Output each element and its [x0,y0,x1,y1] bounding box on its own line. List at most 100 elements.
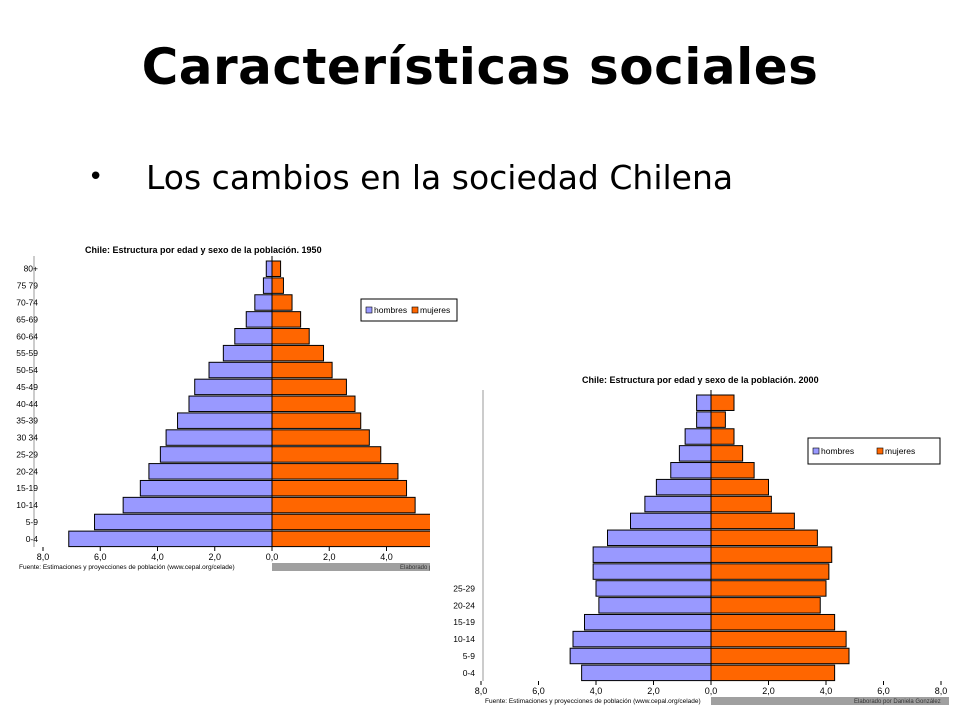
x-tick-label: 6,0 [877,686,890,696]
x-tick-label: 8,0 [37,552,50,562]
bar-hombres-25-29 [595,580,712,597]
bar-mujeres-75-79 [271,277,284,294]
bar-mujeres-30-34 [710,563,830,580]
age-label: 20-24 [16,466,38,476]
age-label: 35-39 [16,416,38,426]
age-label: 70-74 [16,298,38,308]
legend-swatch-mujeres [411,306,419,314]
bar-hombres-20-24 [598,597,712,614]
credit-note-2000: Elaborado por Daniela González [854,699,941,705]
bullet-item: • Los cambios en la sociedad Chilena [88,158,733,197]
source-note-2000: Fuente: Estimaciones y proyecciones de p… [485,698,701,705]
slide-title: Características sociales [141,38,819,96]
bar-hombres-35-39 [592,546,712,563]
age-label: 45-49 [16,382,38,392]
bar-hombres-80+ [696,394,712,411]
x-tick-label: 4,0 [380,552,393,562]
legend-label-mujeres: mujeres [885,446,915,456]
bar-mujeres-5-9 [271,513,448,531]
bar-mujeres-15-19 [710,613,836,631]
bar-mujeres-5-9 [710,647,850,665]
age-label: 75 79 [17,281,39,291]
bar-mujeres-15-19 [271,479,408,497]
age-label: 30 34 [17,433,39,443]
bar-hombres-5-9 [569,647,712,665]
ground-strip-2000 [711,697,949,705]
ground-strip-1950 [272,563,509,571]
bar-mujeres-65-69 [271,311,302,328]
bar-mujeres-10-14 [271,496,416,514]
x-tick-label: 0,0 [266,552,279,562]
bar-mujeres-50-54 [710,495,772,513]
bar-mujeres-60-64 [710,462,755,479]
bar-hombres-55-59 [655,478,712,496]
x-tick-label: 6,0 [532,686,545,696]
bar-hombres-80+ [265,260,273,277]
bar-mujeres-0-4 [710,664,836,682]
age-label: 0-4 [26,534,39,544]
chart-title-1950: Chile: Estructura por edad y sexo de la … [85,245,322,255]
bar-mujeres-65-69 [710,445,744,462]
bar-mujeres-40-44 [710,529,818,547]
bar-hombres-15-19 [139,479,273,497]
bar-hombres-5-9 [94,513,273,531]
bar-hombres-70-74 [684,428,712,445]
bar-hombres-10-14 [572,630,712,648]
x-tick-label: 0,0 [705,686,718,696]
bar-hombres-30-34 [165,429,273,446]
age-label: 0-4 [463,668,476,678]
legend-box-1950 [360,298,458,322]
age-label: 15-19 [16,483,38,493]
age-label: 5-9 [26,517,39,527]
bar-mujeres-30-34 [271,429,370,446]
bar-hombres-45-49 [630,512,712,530]
bar-mujeres-25-29 [710,580,827,597]
age-label: 20-24 [453,600,475,610]
bar-hombres-0-4 [581,664,712,682]
pyramid-chart-2000: Chile: Estructura por edad y sexo de la … [430,370,955,720]
x-tick-label: 2,0 [647,686,660,696]
bar-hombres-45-49 [194,378,273,396]
bar-mujeres-10-14 [710,630,847,648]
bar-hombres-60-64 [234,328,273,345]
x-tick-label: 2,0 [208,552,221,562]
age-label: 55-59 [16,348,38,358]
x-tick-label: 2,0 [323,552,336,562]
x-tick-label: 4,0 [151,552,164,562]
age-label: 25-29 [453,583,475,593]
bar-mujeres-25-29 [271,446,382,463]
bar-mujeres-40-44 [271,395,356,413]
pyramid-svg-1950: Chile: Estructura por edad y sexo de la … [16,245,509,571]
bar-mujeres-70-74 [271,294,293,311]
bar-mujeres-75-79 [710,411,726,428]
bullet-dot: • [88,162,104,192]
bar-hombres-55-59 [222,344,273,362]
bar-hombres-40-44 [607,529,712,547]
bar-hombres-35-39 [177,412,273,429]
bar-hombres-65-69 [678,445,712,462]
age-label: 15-19 [453,617,475,627]
bar-hombres-10-14 [122,496,273,514]
bar-mujeres-35-39 [271,412,362,429]
age-label: 5-9 [463,651,476,661]
bar-hombres-30-34 [592,563,712,580]
legend-swatch-hombres [812,447,820,455]
chart-title-2000: Chile: Estructura por edad y sexo de la … [582,375,819,385]
age-label: 60-64 [16,331,38,341]
bar-mujeres-20-24 [271,463,399,480]
x-tick-label: 6,0 [94,552,107,562]
age-label: 10-14 [16,500,38,510]
bar-hombres-65-69 [245,311,273,328]
x-tick-label: 4,0 [820,686,833,696]
age-label: 40-44 [16,399,38,409]
legend-box-2000 [807,437,941,465]
bar-hombres-70-74 [254,294,273,311]
age-label: 65-69 [16,314,38,324]
bar-mujeres-50-54 [271,361,333,379]
bar-mujeres-55-59 [710,478,769,496]
bar-hombres-75-79 [696,411,712,428]
source-note-1950: Fuente: Estimaciones y proyecciones de p… [19,564,235,571]
x-tick-label: 8,0 [935,686,948,696]
bar-mujeres-45-49 [710,512,795,530]
bar-mujeres-70-74 [710,428,735,445]
